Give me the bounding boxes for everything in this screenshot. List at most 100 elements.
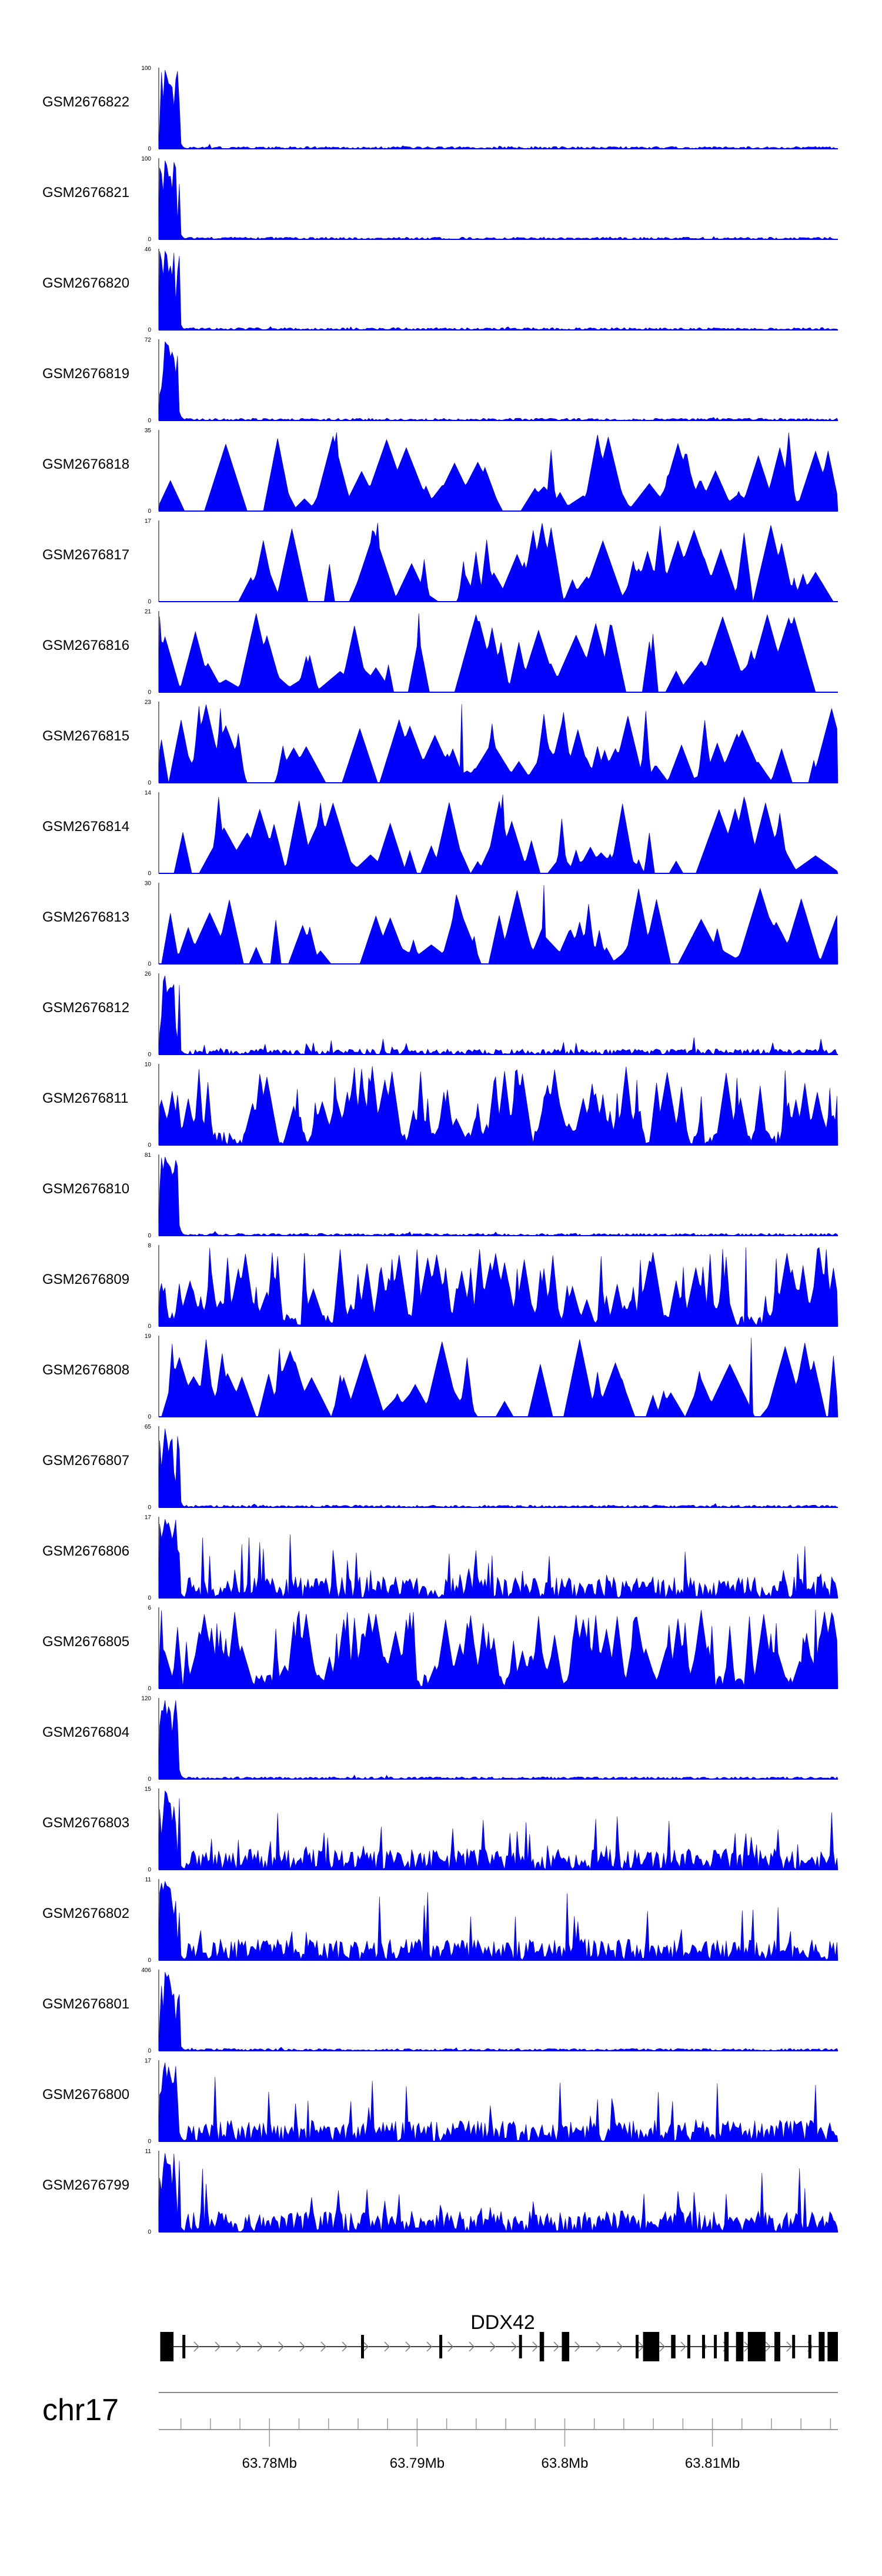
strand-arrow — [299, 2341, 306, 2352]
track-gsm2676803: GSM2676803 15 0 — [42, 1786, 838, 1873]
major-tick-label: 63.79Mb — [390, 2455, 445, 2471]
track-ymax-label: 100 — [141, 156, 151, 162]
gene-exon — [808, 2335, 811, 2358]
track-label: GSM2676820 — [42, 275, 129, 291]
track-gsm2676804: GSM2676804 120 0 — [42, 1696, 838, 1783]
strand-arrow — [342, 2341, 348, 2352]
track-label: GSM2676817 — [42, 547, 129, 563]
strand-arrow — [786, 2341, 793, 2352]
gene-exon — [792, 2335, 796, 2358]
gene-exon — [736, 2332, 744, 2361]
major-tick-label: 63.78Mb — [242, 2455, 297, 2471]
track-ymin-label: 0 — [148, 1233, 151, 1239]
track-ymin-label: 0 — [148, 508, 151, 515]
track-ymin-label: 0 — [148, 599, 151, 605]
track-coverage-area — [158, 341, 838, 421]
track-label: GSM2676810 — [42, 1181, 129, 1197]
strand-arrow — [215, 2341, 221, 2352]
track-coverage-area — [158, 1066, 838, 1146]
gene-exon — [687, 2335, 690, 2358]
gene-exon — [724, 2332, 729, 2361]
track-coverage-area — [158, 69, 838, 149]
track-ymax-label: 21 — [145, 609, 152, 615]
track-gsm2676809: GSM2676809 8 0 — [42, 1243, 838, 1330]
track-ymax-label: 81 — [145, 1152, 152, 1159]
track-ymin-label: 0 — [148, 1052, 151, 1058]
track-ymin-label: 0 — [148, 1504, 151, 1511]
strand-arrow — [363, 2341, 369, 2352]
gene-exon — [827, 2332, 838, 2361]
chromosome-axis: chr17 63.78Mb 63.79Mb 63.8Mb 63.81Mb — [42, 2392, 838, 2471]
track-gsm2676799: GSM2676799 11 0 — [42, 2148, 838, 2235]
track-ymin-label: 0 — [148, 236, 151, 243]
track-ymin-label: 0 — [148, 1323, 151, 1330]
track-label: GSM2676814 — [42, 819, 129, 835]
gene-exon — [539, 2332, 544, 2361]
track-ymin-label: 0 — [148, 418, 151, 424]
track-coverage-area — [158, 1790, 838, 1870]
track-label: GSM2676799 — [42, 2177, 129, 2193]
track-label: GSM2676819 — [42, 366, 129, 382]
track-ymin-label: 0 — [148, 1142, 151, 1149]
strand-arrow — [574, 2341, 581, 2352]
gene-exon — [182, 2335, 186, 2358]
gene-exon — [160, 2332, 174, 2361]
track-gsm2676813: GSM2676813 30 0 — [42, 880, 838, 967]
track-coverage-area — [158, 1700, 838, 1780]
track-ymax-label: 14 — [145, 790, 152, 796]
track-ymin-label: 0 — [148, 146, 151, 152]
track-ymin-label: 0 — [148, 2229, 151, 2235]
gene-exons — [160, 2332, 838, 2361]
track-label: GSM2676811 — [42, 1090, 128, 1106]
coverage-tracks: GSM26768221000GSM26768211000GSM267682046… — [42, 65, 839, 2235]
track-gsm2676818: GSM2676818 35 0 — [42, 428, 838, 515]
major-tick-label: 63.81Mb — [685, 2455, 740, 2471]
strand-arrow — [765, 2341, 771, 2352]
track-coverage-area — [158, 1609, 838, 1689]
track-coverage-area — [158, 2153, 838, 2233]
track-gsm2676819: GSM2676819 72 0 — [42, 337, 838, 424]
track-coverage-area — [158, 1156, 838, 1236]
track-ymax-label: 17 — [145, 2058, 152, 2064]
strand-arrow — [490, 2341, 496, 2352]
track-ymax-label: 120 — [141, 1696, 151, 1702]
track-gsm2676805: GSM2676805 6 0 — [42, 1605, 838, 1692]
gene-exon — [818, 2332, 825, 2361]
track-ymax-label: 26 — [145, 971, 152, 977]
track-gsm2676817: GSM2676817 17 0 — [42, 518, 838, 605]
major-tick-label: 63.8Mb — [541, 2455, 588, 2471]
track-gsm2676816: GSM2676816 21 0 — [42, 609, 838, 696]
minor-ticks — [180, 2418, 831, 2430]
track-ymin-label: 0 — [148, 1414, 151, 1420]
track-ymin-label: 0 — [148, 1867, 151, 1873]
track-gsm2676822: GSM2676822 100 0 — [42, 65, 838, 152]
strand-arrow — [193, 2341, 200, 2352]
track-ymax-label: 72 — [145, 337, 152, 343]
track-ymax-label: 17 — [145, 518, 152, 525]
track-gsm2676808: GSM2676808 19 0 — [42, 1333, 838, 1420]
strand-arrow — [617, 2341, 623, 2352]
track-coverage-area — [158, 1971, 838, 2051]
track-coverage-area — [158, 1880, 838, 1961]
track-label: GSM2676805 — [42, 1634, 129, 1650]
track-ymax-label: 100 — [141, 65, 151, 72]
track-coverage-area — [158, 1247, 838, 1327]
track-coverage-area — [159, 794, 838, 874]
gene-exon — [643, 2332, 660, 2361]
track-coverage-area — [159, 522, 838, 602]
track-label: GSM2676809 — [42, 1272, 129, 1287]
gene-exon — [636, 2335, 639, 2358]
track-coverage-area — [158, 160, 838, 240]
track-label: GSM2676808 — [42, 1362, 129, 1378]
track-gsm2676800: GSM2676800 17 0 — [42, 2058, 838, 2145]
gene-exon — [747, 2332, 766, 2361]
track-label: GSM2676815 — [42, 728, 129, 744]
track-ymax-label: 406 — [141, 1967, 151, 1974]
track-coverage-area — [158, 975, 839, 1055]
track-gsm2676810: GSM2676810 81 0 — [42, 1152, 838, 1239]
strand-arrow — [596, 2341, 602, 2352]
track-ymin-label: 0 — [148, 870, 151, 877]
track-ymax-label: 46 — [145, 246, 152, 253]
track-ymin-label: 0 — [148, 327, 151, 333]
track-label: GSM2676816 — [42, 638, 129, 653]
